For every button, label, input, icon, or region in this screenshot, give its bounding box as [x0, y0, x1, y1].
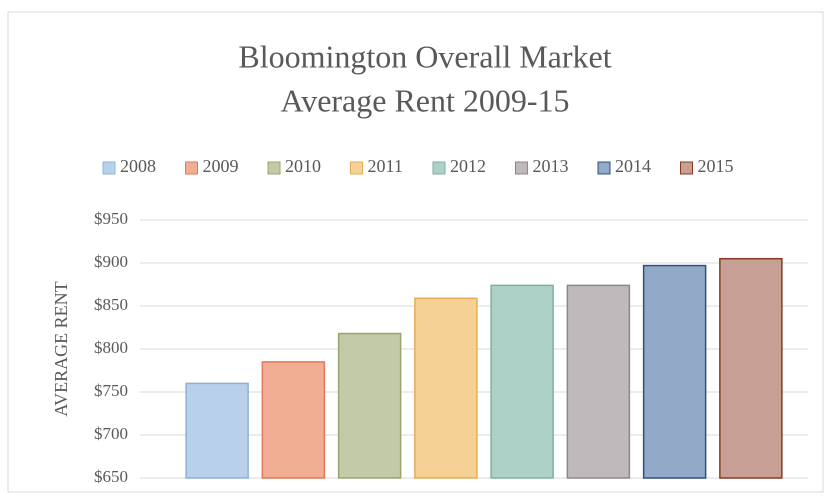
- bar: [337, 332, 402, 479]
- legend-label: 2008: [120, 156, 156, 176]
- y-tick-label: $750: [94, 381, 128, 400]
- legend-swatch: [432, 161, 446, 175]
- legend-label: 2009: [203, 156, 239, 176]
- bar: [490, 284, 554, 479]
- bar: [642, 264, 707, 479]
- legend-label: 2013: [533, 156, 569, 176]
- legend-swatch: [102, 161, 116, 175]
- bar: [261, 361, 326, 479]
- legend-swatch: [597, 161, 611, 175]
- chart-title: Average Rent 2009-15: [280, 82, 569, 118]
- legend-label: 2014: [615, 156, 651, 176]
- legend-label: 2011: [368, 156, 403, 176]
- legend-swatch: [185, 161, 198, 175]
- bar: [719, 257, 783, 479]
- y-tick-label: $950: [94, 209, 128, 228]
- bar: [185, 382, 249, 479]
- legend-swatch: [680, 161, 693, 175]
- y-tick-label: $850: [94, 295, 128, 314]
- y-tick-label: $800: [94, 338, 128, 357]
- y-axis-label: AVERAGE RENT: [51, 281, 71, 416]
- bar: [566, 284, 631, 479]
- chart-title: Bloomington Overall Market: [238, 38, 611, 74]
- legend-label: 2015: [698, 156, 734, 176]
- legend-swatch: [267, 161, 281, 175]
- legend-label: 2010: [285, 156, 321, 176]
- legend-swatch: [515, 161, 528, 175]
- y-tick-label: $900: [94, 252, 128, 271]
- y-tick-label: $700: [94, 424, 128, 443]
- legend-swatch: [350, 161, 363, 175]
- y-tick-label: $650: [94, 467, 128, 486]
- legend-label: 2012: [450, 156, 486, 176]
- bar: [414, 297, 478, 479]
